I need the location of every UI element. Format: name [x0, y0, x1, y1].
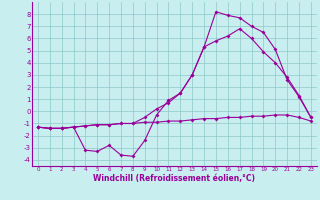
X-axis label: Windchill (Refroidissement éolien,°C): Windchill (Refroidissement éolien,°C): [93, 174, 255, 183]
